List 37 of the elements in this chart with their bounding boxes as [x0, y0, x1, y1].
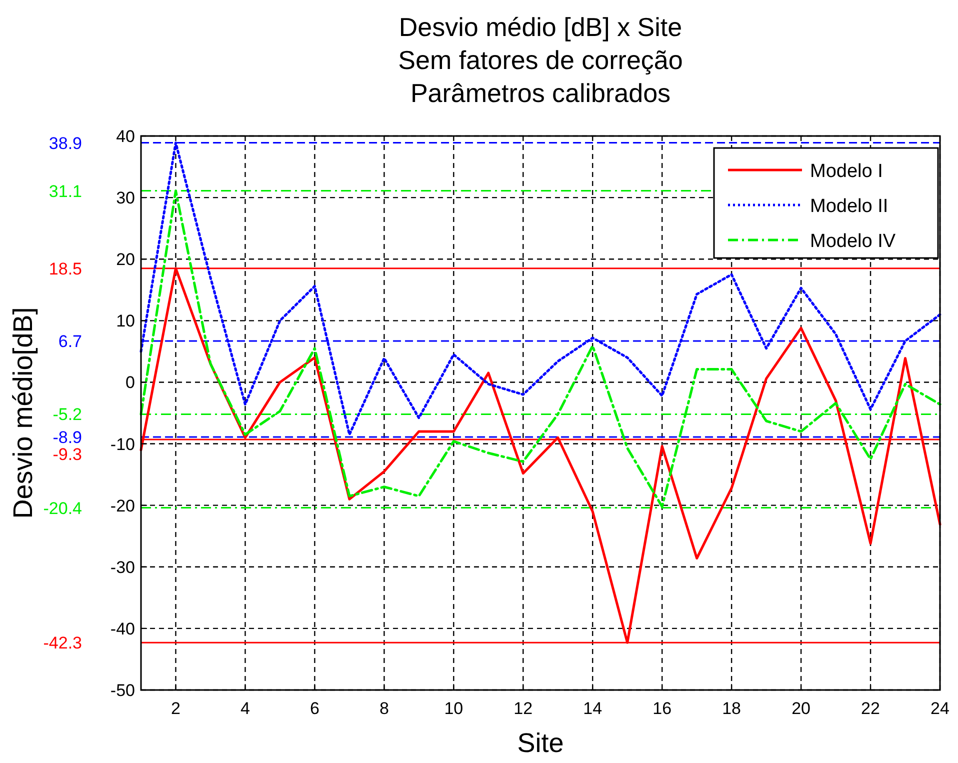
y-axis-title: Desvio médio[dB]: [8, 307, 38, 519]
ref-line-label: 18.5: [48, 259, 82, 278]
ref-line-label: 38.9: [48, 134, 82, 153]
y-tick-label: -20: [110, 496, 135, 516]
ref-line-label: -8.9: [52, 428, 82, 448]
x-tick-label: 20: [792, 699, 811, 718]
x-tick-label: 18: [722, 699, 742, 718]
x-tick-label: 14: [583, 699, 602, 718]
x-tick-label: 8: [379, 699, 389, 718]
y-tick-label: 40: [116, 127, 135, 146]
ref-line-label: 6.7: [58, 332, 82, 351]
y-tick-label: -10: [110, 434, 135, 454]
y-tick-label: 0: [126, 373, 135, 392]
x-tick-label: 2: [171, 699, 180, 718]
y-tick-label: -50: [110, 681, 135, 700]
x-axis-title: Site: [517, 728, 564, 758]
y-tick-label: 30: [116, 188, 135, 208]
x-tick-label: 10: [444, 699, 464, 718]
y-tick-label: 20: [116, 250, 135, 270]
y-tick-label: -30: [110, 558, 135, 577]
x-tick-label: 24: [930, 699, 950, 718]
x-tick-label: 22: [861, 699, 880, 718]
x-tick-label: 12: [514, 699, 533, 718]
legend-label: Modelo II: [810, 196, 888, 217]
y-tick-label: 10: [116, 312, 135, 331]
ref-line-label: 31.1: [48, 182, 82, 201]
legend-label: Modelo I: [810, 161, 883, 182]
x-tick-label: 4: [240, 699, 250, 718]
x-tick-label: 16: [652, 699, 672, 718]
x-tick-label: 6: [310, 699, 320, 718]
ref-line-label: -9.3: [52, 445, 82, 464]
ref-line-label: -42.3: [43, 634, 82, 653]
chart-title: Desvio médio [dB] x Site Sem fatores de correção Parâmetros calibrados: [398, 12, 683, 108]
y-tick-label: -40: [110, 619, 135, 638]
ref-line-label: -20.4: [43, 498, 82, 518]
ref-line-label: -5.2: [52, 405, 82, 424]
legend-label: Modelo IV: [810, 231, 896, 252]
